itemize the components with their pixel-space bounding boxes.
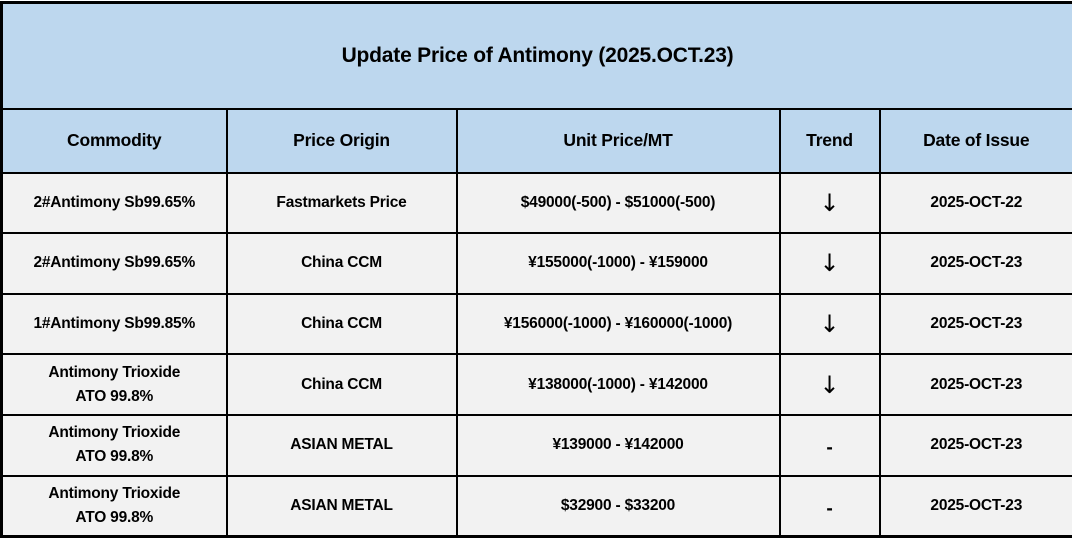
col-header-unit-price: Unit Price/MT xyxy=(455,107,781,174)
unit-price-cell: ¥155000(-1000) - ¥159000 xyxy=(455,232,781,295)
col-header-trend: Trend xyxy=(778,107,881,174)
trend-down-icon: ↓ xyxy=(819,188,840,217)
price-origin-cell: China CCM xyxy=(225,292,458,356)
col-header-date-of-issue: Date of Issue xyxy=(878,107,1072,174)
col-header-commodity: Commodity xyxy=(0,107,228,174)
price-origin-cell: ASIAN METAL xyxy=(225,414,458,477)
commodity-cell: Antimony Trioxide ATO 99.8% xyxy=(0,414,228,477)
table-header-row: Commodity Price Origin Unit Price/MT Tre… xyxy=(0,107,1072,174)
trend-down-icon: ↓ xyxy=(819,249,840,278)
table-row: 2#Antimony Sb99.65% China CCM ¥155000(-1… xyxy=(0,232,1072,295)
trend-down-icon: ↓ xyxy=(819,370,840,399)
commodity-cell: Antimony Trioxide ATO 99.8% xyxy=(0,474,228,538)
col-header-price-origin: Price Origin xyxy=(225,107,458,174)
commodity-cell: 2#Antimony Sb99.65% xyxy=(0,232,228,295)
table-row: Antimony Trioxide ATO 99.8% ASIAN METAL … xyxy=(0,474,1072,538)
price-origin-cell: China CCM xyxy=(225,232,458,295)
date-cell: 2025-OCT-23 xyxy=(878,232,1072,295)
commodity-cell: 1#Antimony Sb99.85% xyxy=(0,292,228,356)
trend-cell: - xyxy=(778,414,881,477)
unit-price-cell: $32900 - $33200 xyxy=(455,474,781,538)
page-title: Update Price of Antimony (2025.OCT.23) xyxy=(0,1,1072,110)
commodity-cell: 2#Antimony Sb99.65% xyxy=(0,171,228,235)
unit-price-cell: $49000(-500) - $51000(-500) xyxy=(455,171,781,235)
table-row: 1#Antimony Sb99.85% China CCM ¥156000(-1… xyxy=(0,292,1072,356)
trend-cell: ↓ xyxy=(778,353,881,417)
date-cell: 2025-OCT-23 xyxy=(878,414,1072,477)
trend-cell: ↓ xyxy=(778,171,881,235)
trend-flat-indicator: - xyxy=(826,498,833,518)
unit-price-cell: ¥139000 - ¥142000 xyxy=(455,414,781,477)
date-cell: 2025-OCT-23 xyxy=(878,474,1072,538)
unit-price-cell: ¥156000(-1000) - ¥160000(-1000) xyxy=(455,292,781,356)
trend-cell: - xyxy=(778,474,881,538)
unit-price-cell: ¥138000(-1000) - ¥142000 xyxy=(455,353,781,417)
table-row: 2#Antimony Sb99.65% Fastmarkets Price $4… xyxy=(0,171,1072,235)
date-cell: 2025-OCT-23 xyxy=(878,353,1072,417)
trend-cell: ↓ xyxy=(778,292,881,356)
trend-down-icon: ↓ xyxy=(819,310,840,339)
commodity-cell: Antimony Trioxide ATO 99.8% xyxy=(0,353,228,417)
trend-cell: ↓ xyxy=(778,232,881,295)
table-row: Antimony Trioxide ATO 99.8% ASIAN METAL … xyxy=(0,414,1072,477)
table-title-row: Update Price of Antimony (2025.OCT.23) xyxy=(0,1,1072,110)
date-cell: 2025-OCT-23 xyxy=(878,292,1072,356)
price-origin-cell: ASIAN METAL xyxy=(225,474,458,538)
price-origin-cell: Fastmarkets Price xyxy=(225,171,458,235)
table-row: Antimony Trioxide ATO 99.8% China CCM ¥1… xyxy=(0,353,1072,417)
date-cell: 2025-OCT-22 xyxy=(878,171,1072,235)
price-origin-cell: China CCM xyxy=(225,353,458,417)
trend-flat-indicator: - xyxy=(826,438,833,458)
